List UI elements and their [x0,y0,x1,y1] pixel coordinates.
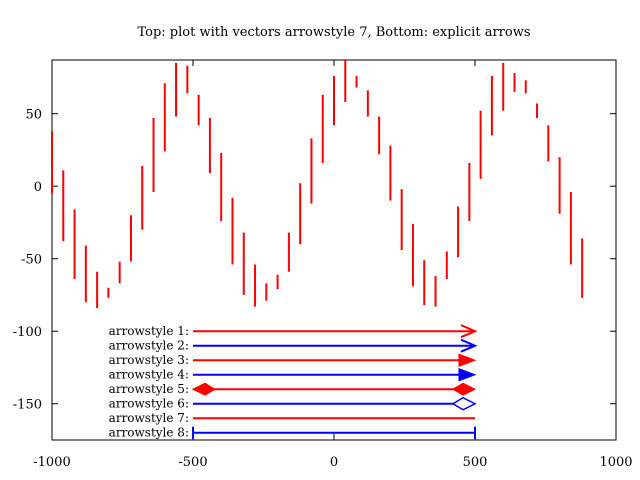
x-axis: -1000 -500 0 500 1000 [33,60,633,470]
y-tick-label: -150 [13,398,42,413]
vector-series [51,60,584,309]
explicit-arrows: arrowstyle 1:arrowstyle 2:arrowstyle 3:a… [109,324,478,440]
arrow-head-start [191,382,216,396]
x-tick-label: 0 [330,455,338,470]
y-tick-label: 0 [34,180,42,195]
arrow-head [460,324,478,339]
y-axis: 50 0 -50 -100 -150 [13,108,616,413]
x-tick-label: -500 [178,455,207,470]
arrow-label: arrowstyle 8: [109,426,189,440]
y-tick-label: 50 [25,108,42,123]
arrow-label: arrowstyle 6: [109,397,189,411]
x-tick-label: 500 [463,455,488,470]
arrow-label: arrowstyle 2: [109,339,189,353]
x-tick-label: 1000 [599,455,632,470]
arrow-label: arrowstyle 1: [109,324,189,338]
chart-title: Top: plot with vectors arrowstyle 7, Bot… [137,25,530,40]
arrow-head [460,338,478,353]
x-tick-label: -1000 [33,455,70,470]
arrow-label: arrowstyle 5: [109,382,189,396]
arrow-head [458,353,477,367]
y-tick-label: -50 [21,253,42,268]
arrow-label: arrowstyle 7: [109,411,189,425]
arrow-label: arrowstyle 4: [109,368,189,382]
arrow-head [451,396,477,411]
arrow-head-end [452,382,477,396]
arrow-head [458,368,477,382]
arrow-label: arrowstyle 3: [109,353,189,367]
y-tick-label: -100 [13,325,42,340]
